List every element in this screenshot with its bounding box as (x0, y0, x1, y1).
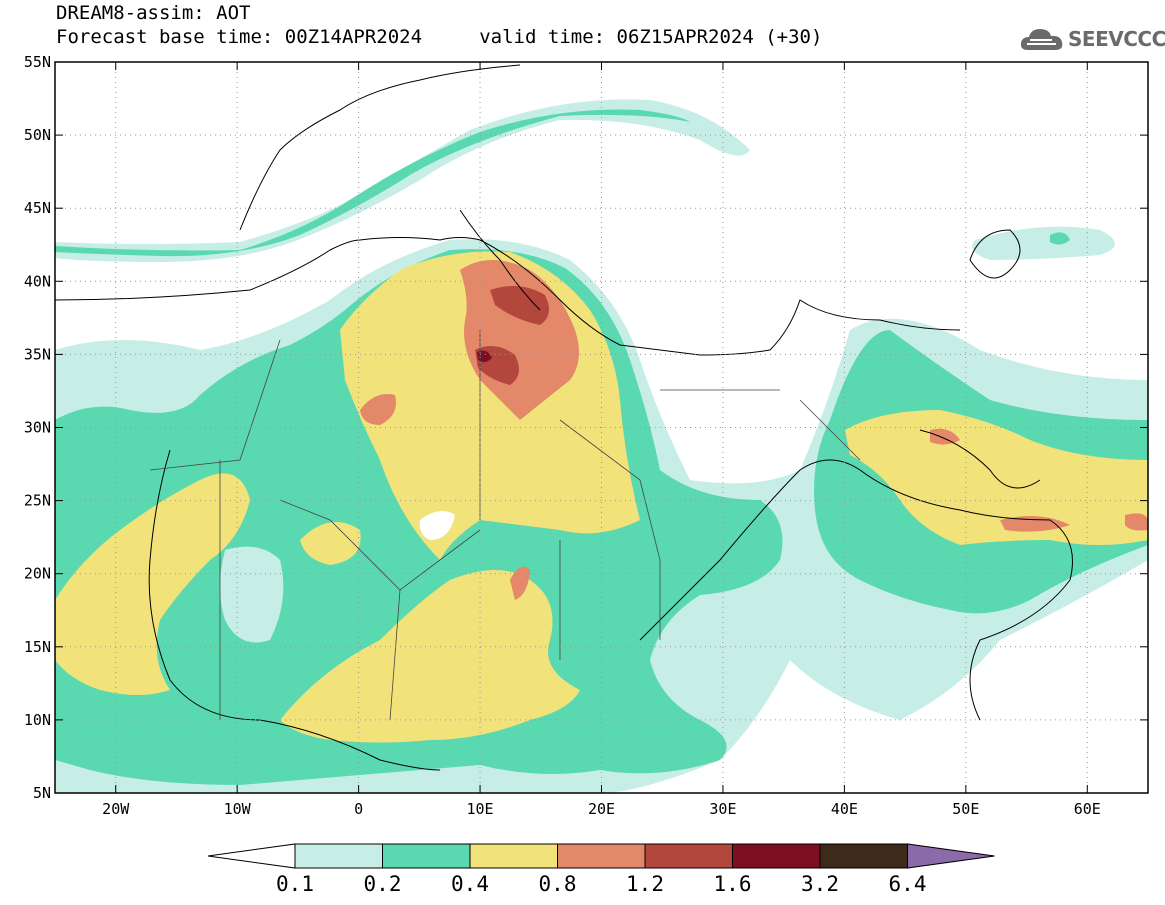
colorbar-swatch (819, 843, 908, 869)
latitude-axis: 55N 50N 45N 40N 35N 30N 25N 20N 15N 10N 5N (24, 53, 1148, 802)
colorbar-over-arrow (907, 843, 995, 869)
lon-tick-label: 0 (354, 800, 363, 818)
aerosol-level-0-8 (510, 566, 530, 600)
lat-tick-label: 55N (24, 53, 51, 71)
gridlines (55, 62, 1148, 793)
lon-tick-label: 60E (1074, 800, 1101, 818)
colorbar-swatch (469, 843, 558, 869)
lon-tick-label: 10W (224, 800, 252, 818)
colorbar-label: 3.2 (801, 872, 839, 896)
lat-tick-label: 50N (24, 126, 51, 144)
lat-tick-label: 35N (24, 345, 51, 363)
aerosol-level-0-4 (55, 473, 250, 695)
coastline (55, 237, 961, 356)
colorbar-label: 1.2 (626, 872, 664, 896)
colorbar-under-arrow (207, 843, 296, 869)
lat-tick-label: 5N (33, 784, 51, 802)
coastline (239, 64, 521, 231)
seevccc-logo: SEEVCCC (1018, 24, 1165, 56)
colorbar: 0.1 0.2 0.4 0.8 1.2 1.6 3.2 6.4 (207, 843, 995, 896)
aerosol-level-0-4 (280, 570, 580, 743)
coastline (919, 429, 1041, 489)
colorbar-label: 6.4 (889, 872, 927, 896)
lat-tick-label: 10N (24, 711, 51, 729)
aerosol-level-0-8 (930, 428, 960, 445)
coastline (148, 449, 441, 771)
colorbar-swatch (557, 843, 646, 869)
coastline (459, 209, 541, 311)
aerosol-level-0-8 (360, 394, 396, 425)
aerosol-level-0-4 (300, 522, 361, 565)
lat-tick-label: 25N (24, 492, 51, 510)
lat-tick-label: 30N (24, 419, 51, 437)
aerosol-level-1-6 (477, 350, 492, 363)
lon-tick-label: 50E (952, 800, 979, 818)
lat-tick-label: 15N (24, 638, 51, 656)
colorbar-label: 0.2 (364, 872, 402, 896)
lat-tick-label: 20N (24, 565, 51, 583)
colorbar-label: 0.8 (539, 872, 577, 896)
country-borders (149, 330, 861, 721)
lon-tick-label: 10E (467, 800, 494, 818)
lat-tick-label: 45N (24, 199, 51, 217)
aerosol-level-0-2 (1050, 232, 1070, 245)
aerosol-clear-patch (419, 511, 455, 540)
aerosol-level-0-8 (1000, 516, 1070, 532)
coastlines (55, 64, 1073, 771)
coastline (639, 459, 1073, 721)
coastline (969, 229, 1021, 279)
lon-tick-label: 40E (831, 800, 858, 818)
colorbar-swatch (294, 843, 383, 869)
aerosol-level-1-2 (490, 286, 549, 325)
lat-tick-label: 40N (24, 272, 51, 290)
colorbar-label: 0.1 (276, 872, 314, 896)
aerosol-level-0-8 (460, 260, 579, 420)
map-title: DREAM8-assim: AOT (56, 2, 251, 24)
colorbar-label: 1.6 (714, 872, 752, 896)
aerosol-level-0-1 (55, 99, 750, 262)
aerosol-level-0-8 (1125, 513, 1148, 531)
aerosol-level-0-1 (220, 546, 284, 643)
colorbar-swatch (732, 843, 821, 869)
lon-tick-label: 20W (102, 800, 130, 818)
aerosol-level-0-1 (972, 226, 1115, 260)
cloud-icon (1020, 29, 1063, 50)
colorbar-label: 0.4 (451, 872, 489, 896)
lon-tick-label: 30E (709, 800, 736, 818)
forecast-time-line: Forecast base time: 00Z14APR2024 valid t… (56, 26, 823, 48)
colorbar-swatch (382, 843, 471, 869)
logo-text: SEEVCCC (1068, 27, 1165, 51)
colorbar-swatch (644, 843, 733, 869)
longitude-axis: 20W 10W 0 10E 20E 30E 40E 50E 60E (102, 62, 1101, 818)
lon-tick-label: 20E (588, 800, 615, 818)
